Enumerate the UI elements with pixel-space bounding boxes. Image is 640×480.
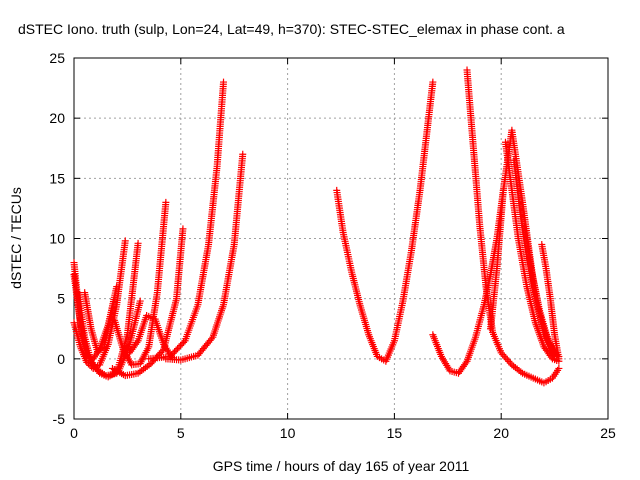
data-point-marker <box>134 239 142 247</box>
data-point-marker <box>158 347 166 355</box>
data-point-marker <box>179 225 187 233</box>
y-tick-label: 10 <box>49 231 65 247</box>
data-point-marker <box>171 348 179 356</box>
data-point-marker <box>108 304 116 312</box>
data-point-marker <box>500 352 508 360</box>
x-tick-label: 10 <box>280 425 296 441</box>
data-point-marker <box>499 351 507 359</box>
data-point-marker <box>505 357 513 365</box>
data-point-marker <box>178 340 186 348</box>
data-point-marker <box>503 356 511 364</box>
data-point-marker <box>121 237 129 245</box>
x-tick-label: 5 <box>177 425 185 441</box>
x-tick-label: 25 <box>600 425 616 441</box>
data-point-marker <box>555 355 563 363</box>
x-axis-label: GPS time / hours of day 165 of year 2011 <box>213 458 470 474</box>
y-tick-label: 25 <box>49 50 65 66</box>
y-tick-label: 15 <box>49 170 65 186</box>
y-tick-label: 5 <box>57 291 65 307</box>
x-tick-label: 15 <box>387 425 403 441</box>
series-9 <box>145 78 228 363</box>
data-point-marker <box>136 297 144 305</box>
data-point-marker <box>497 349 505 357</box>
data-point-marker <box>180 338 188 346</box>
x-tick-label: 0 <box>70 425 78 441</box>
series-10 <box>162 150 247 364</box>
data-points <box>70 66 563 387</box>
series-6 <box>111 198 170 369</box>
y-tick-label: 0 <box>57 351 65 367</box>
x-tick-label: 20 <box>493 425 509 441</box>
data-point-marker <box>429 78 437 86</box>
data-point-marker <box>175 343 183 351</box>
data-point-marker <box>462 359 470 367</box>
data-point-marker <box>133 339 141 347</box>
series-18 <box>538 241 563 363</box>
data-point-marker <box>239 150 247 158</box>
data-point-marker <box>177 341 185 349</box>
y-tick-label: -5 <box>53 411 66 427</box>
data-point-marker <box>555 364 563 372</box>
series-5 <box>81 289 116 356</box>
series-11 <box>333 78 437 365</box>
data-point-marker <box>174 345 182 353</box>
y-axis-label: dSTEC / TECUs <box>8 187 24 289</box>
data-point-marker <box>162 198 170 206</box>
data-point-marker <box>207 335 215 343</box>
chart-title: dSTEC Iono. truth (sulp, Lon=24, Lat=49,… <box>18 21 565 37</box>
data-point-marker <box>502 354 510 362</box>
data-point-marker <box>172 346 180 354</box>
y-tick-label: 20 <box>49 110 65 126</box>
data-point-marker <box>168 351 176 359</box>
data-point-marker <box>169 349 177 357</box>
data-point-marker <box>506 359 514 367</box>
series-4 <box>74 289 144 381</box>
data-point-marker <box>220 78 228 86</box>
series-17 <box>521 222 561 359</box>
